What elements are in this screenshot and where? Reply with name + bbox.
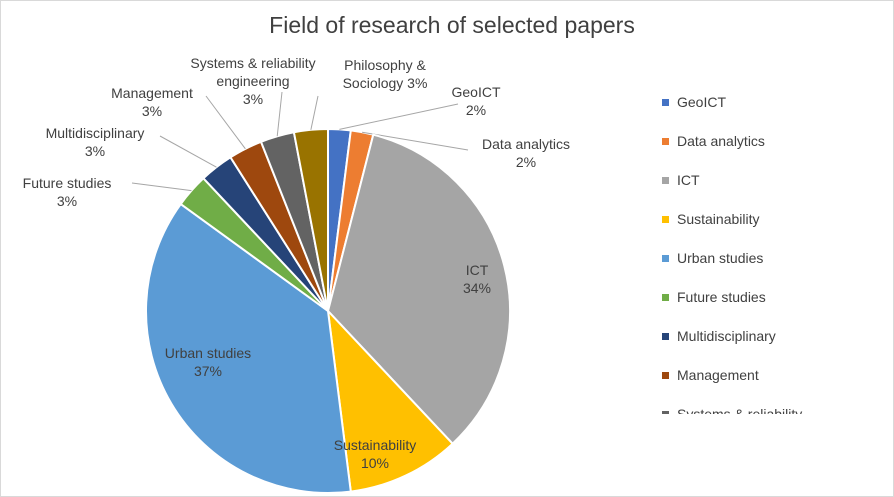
legend-label: Management <box>677 367 759 383</box>
legend-item: Urban studies <box>662 248 862 268</box>
pie-slice <box>145 202 352 494</box>
legend-item: Data analytics <box>662 131 862 151</box>
chart-title: Field of research of selected papers <box>269 12 635 38</box>
legend-item: GeoICT <box>662 92 862 112</box>
legend-item: Multidisciplinary <box>662 326 862 346</box>
data-label-category: Sustainability <box>333 437 417 453</box>
legend-item: Future studies <box>662 287 862 307</box>
data-label-value: 3% <box>141 103 163 119</box>
legend-swatch <box>662 216 669 223</box>
data-label-value: 3% <box>407 75 428 91</box>
data-label-value: 3% <box>84 143 106 159</box>
data-label: Philosophy & Sociology 3% <box>330 56 440 92</box>
leader-line <box>131 182 192 192</box>
legend-swatch <box>662 294 669 301</box>
legend-item: ICT <box>662 170 862 190</box>
data-label: Multidisciplinary 3% <box>30 124 160 160</box>
data-label: Urban studies 37% <box>148 344 268 380</box>
leader-line <box>362 131 469 151</box>
data-label-value: 2% <box>465 102 487 118</box>
leader-line <box>310 95 319 130</box>
data-label: Future studies 3% <box>12 174 122 210</box>
legend-label: Data analytics <box>677 133 765 149</box>
legend-swatch <box>662 99 669 106</box>
data-label-value: 10% <box>360 455 390 471</box>
legend-label: Sustainability <box>677 211 760 227</box>
data-label-value: 37% <box>193 363 223 379</box>
data-label-value: 3% <box>242 91 264 107</box>
legend-swatch <box>662 177 669 184</box>
data-label-category: ICT <box>465 262 489 278</box>
legend-item: Sustainability <box>662 209 862 229</box>
legend: GeoICT Data analytics ICT Sustainability Urb… <box>662 92 862 414</box>
data-label-category: Philosophy & Sociology <box>342 57 426 91</box>
legend-swatch <box>662 138 669 145</box>
pie-slice <box>292 127 329 312</box>
leader-line <box>159 135 217 168</box>
data-label-category: Data analytics <box>482 136 570 152</box>
leader-line <box>276 91 283 137</box>
data-label-category: Management <box>111 85 193 101</box>
legend-swatch <box>662 372 669 379</box>
pie-slice <box>326 308 455 493</box>
data-label: ICT 34% <box>447 261 507 297</box>
data-label-category: Multidisciplinary <box>45 125 145 141</box>
data-label-value: 3% <box>56 193 78 209</box>
data-label-category: GeoICT <box>451 84 501 100</box>
data-label-category: Systems & reliability engineering <box>190 55 316 89</box>
legend-label: GeoICT <box>677 94 727 110</box>
data-label: Systems & reliability engineering 3% <box>173 54 333 108</box>
legend-label: ICT <box>677 172 700 188</box>
legend-label: Future studies <box>677 289 766 305</box>
data-label: Data analytics 2% <box>466 135 586 171</box>
legend-swatch <box>662 255 669 262</box>
legend-item: Management <box>662 365 862 385</box>
legend-label: Multidisciplinary <box>677 328 776 344</box>
legend-label: Urban studies <box>677 250 764 266</box>
data-label-value: 2% <box>515 154 537 170</box>
data-label: Management 3% <box>97 84 207 120</box>
pie-slice <box>326 133 511 446</box>
data-label-value: 34% <box>462 280 492 296</box>
legend-label: Systems & reliability engineering <box>677 406 803 414</box>
legend-swatch <box>662 411 669 414</box>
data-label: GeoICT 2% <box>431 83 521 119</box>
data-label: Sustainability 10% <box>320 436 430 472</box>
leader-line <box>339 103 459 130</box>
legend-item: Systems & reliability engineering <box>662 404 862 414</box>
legend-swatch <box>662 333 669 340</box>
data-label-category: Urban studies <box>164 345 252 361</box>
leader-line <box>205 95 246 150</box>
data-label-category: Future studies <box>22 175 112 191</box>
